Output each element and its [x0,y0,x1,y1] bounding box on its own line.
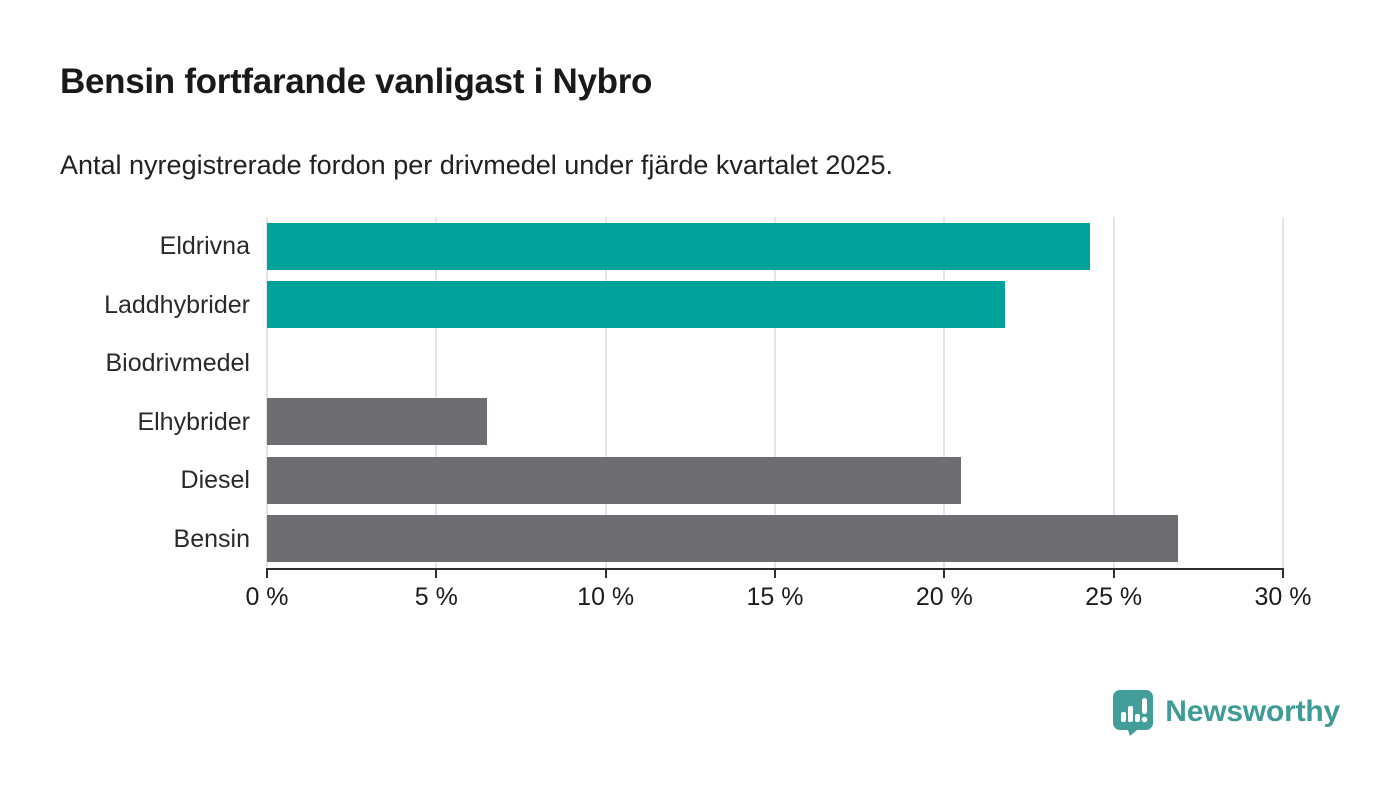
x-tick-label: 0 % [245,583,289,611]
category-label: Eldrivna [159,232,250,260]
gridline-0 [266,217,268,568]
plot-area: Eldrivna Laddhybrider Biodrivmedel Elhybrid… [104,217,1311,611]
gridline-30 [1282,217,1284,568]
x-tick-label: 20 % [915,583,973,611]
bar-row-elhybrider: Elhybrider [137,393,1283,452]
gridline-25 [1112,217,1115,568]
gridline-20 [943,217,946,568]
bar-row-diesel: Diesel [181,451,1283,510]
x-tick [266,568,268,578]
gridline-10 [604,217,607,568]
category-label: Laddhybrider [104,290,250,319]
x-tick-label: 5 % [414,583,458,611]
bar-elhybrider [267,398,488,446]
x-tick [774,568,776,578]
bar-chart: Eldrivna Laddhybrider Biodrivmedel Elhybrid… [60,217,1340,617]
bar-eldrivna [267,222,1090,270]
speech-bubble-bar-chart-icon [1113,690,1154,736]
x-tick-label: 15 % [746,583,804,611]
x-tick [943,568,946,578]
chart-title: Bensin fortfarande vanligast i Nybro [60,62,653,101]
category-label: Elhybrider [137,407,250,436]
bar-row-laddhybrider: Laddhybrider [104,276,1283,335]
bar-laddhybrider [267,281,1006,329]
x-tick-label: 10 % [577,583,635,611]
bar-row-eldrivna: Eldrivna [160,217,1283,276]
gridline-15 [774,217,776,568]
category-label: Bensin [173,524,250,553]
x-tick [435,568,438,578]
x-tick [604,568,607,578]
bar-row-bensin: Bensin [174,510,1283,569]
category-label: Biodrivmedel [105,349,250,377]
bar-bensin [267,515,1178,563]
bar-diesel [267,456,962,504]
gridline-5 [435,217,438,568]
x-tick [1112,568,1115,578]
chart-subtitle: Antal nyregistrerade fordon per drivmede… [60,150,893,180]
category-label: Diesel [180,466,250,494]
bar-row-biodrivmedel: Biodrivmedel [105,334,1283,393]
newsworthy-logo: Newsworthy [1111,688,1340,736]
x-tick-label: 25 % [1085,583,1143,611]
x-tick [1282,568,1284,578]
brand-name: Newsworthy [1165,695,1340,728]
x-tick-label: 30 % [1254,583,1312,611]
